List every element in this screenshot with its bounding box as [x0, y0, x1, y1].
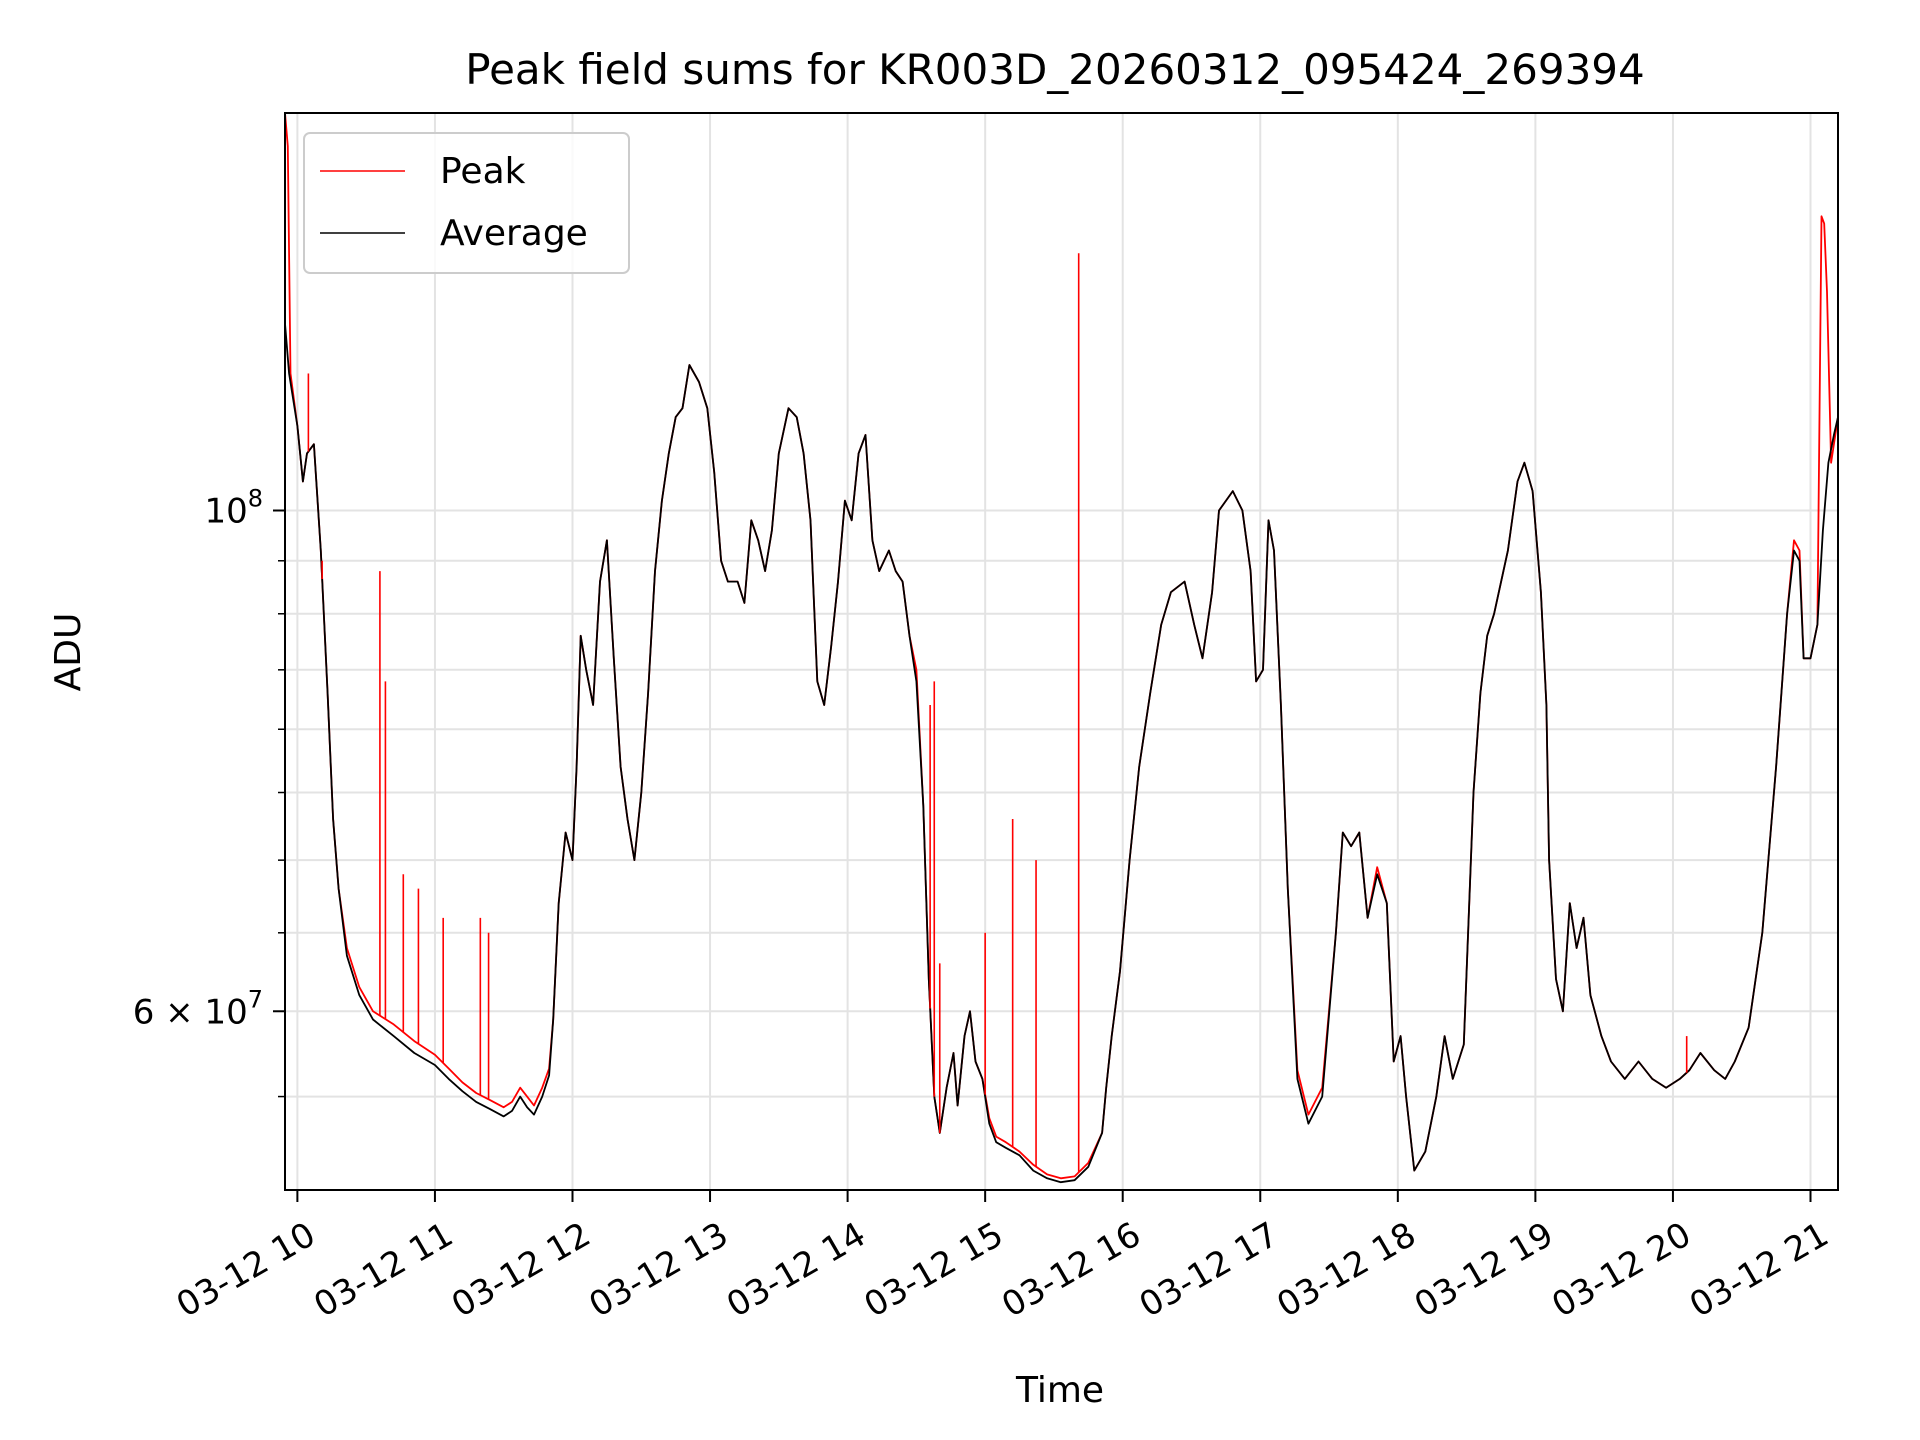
legend-box	[303, 132, 630, 274]
y-tick-label: 6 × 107	[133, 985, 263, 1032]
grid-layer	[285, 113, 1838, 1190]
y-axis-label: ADU	[48, 613, 89, 692]
legend: Peak Average	[303, 132, 630, 274]
y-tick-label-exponent: 7	[248, 985, 263, 1013]
y-axis-ticks: 108 6 × 107	[133, 484, 285, 1098]
y-tick-label-exponent: 8	[248, 484, 263, 512]
series-line-average	[285, 323, 1838, 1184]
legend-label-peak: Peak	[440, 151, 526, 192]
chart-title: Peak field sums for KR003D_20260312_0954…	[465, 45, 1644, 94]
y-tick-label-base: 10	[204, 491, 247, 531]
series-layer	[285, 113, 1838, 1184]
x-axis-label: Time	[1015, 1370, 1104, 1411]
legend-label-average: Average	[440, 213, 588, 254]
y-tick-label-base: 6 × 10	[133, 992, 248, 1032]
plot-frame	[284, 112, 1839, 1191]
y-tick-label: 108	[204, 484, 263, 531]
